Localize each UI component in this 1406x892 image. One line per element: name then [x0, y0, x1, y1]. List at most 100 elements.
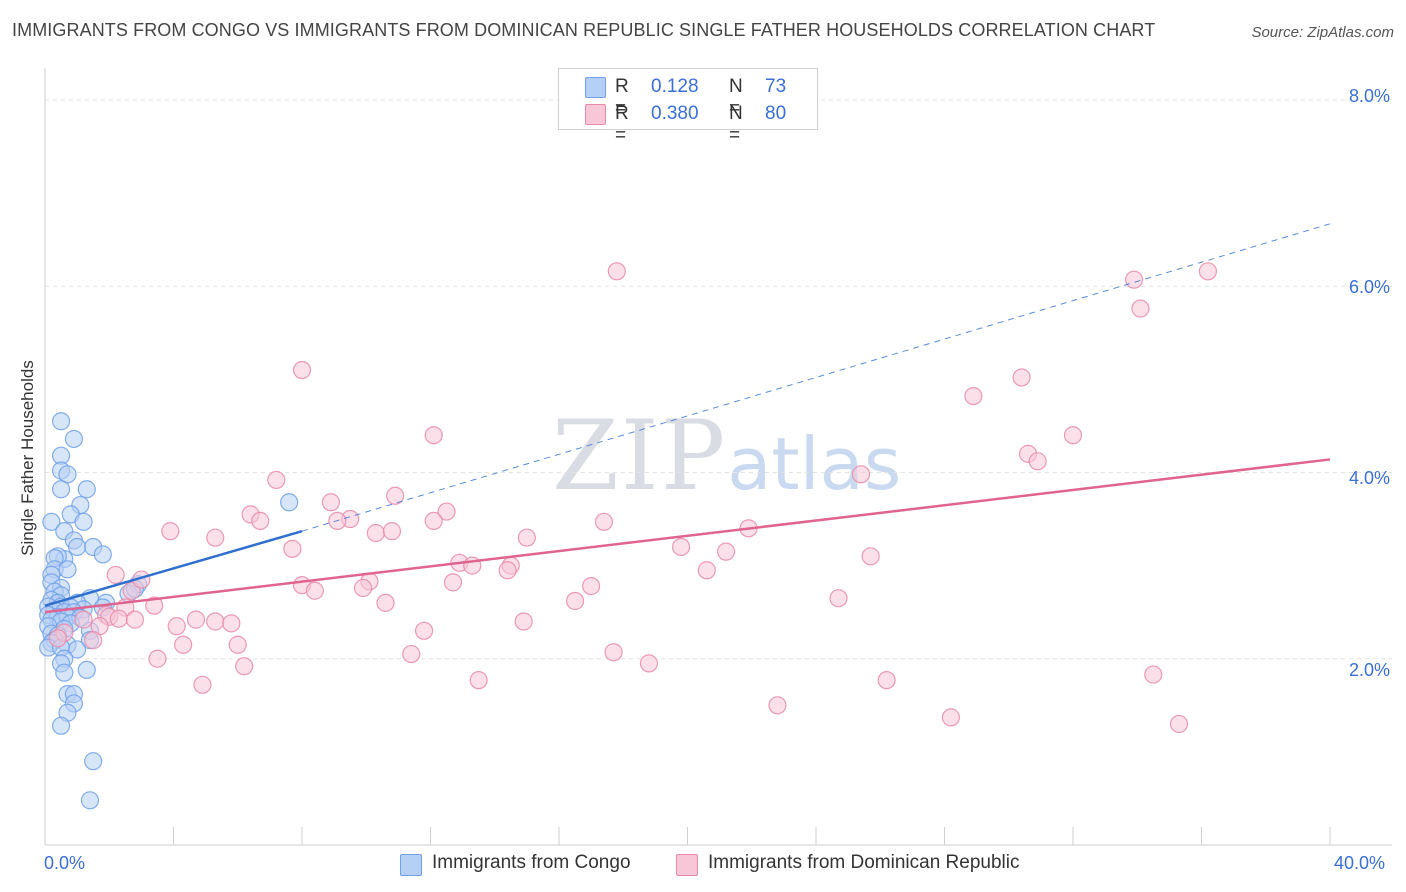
point-dominican [964, 387, 983, 406]
legend-swatch-dominican [585, 104, 606, 125]
point-dominican [424, 511, 443, 530]
point-dominican [283, 539, 302, 558]
point-dominican [1198, 262, 1218, 281]
point-dominican [414, 621, 434, 640]
point-dominican [443, 573, 463, 592]
legend-n-label: N = [729, 103, 743, 146]
point-dominican [1063, 426, 1083, 445]
x-tick-label-max: 40.0% [1334, 853, 1386, 873]
point-dominican [594, 512, 614, 531]
point-dominican [498, 561, 517, 580]
point-dominican [469, 671, 488, 690]
point-dominican [353, 578, 373, 598]
point-dominican [671, 537, 691, 557]
point-congo [80, 791, 100, 810]
point-dominican [174, 635, 193, 654]
trendline-congo [44, 529, 303, 607]
watermark: ZIPatlas [552, 400, 901, 512]
point-dominican [228, 635, 247, 654]
point-dominican [851, 465, 871, 484]
y-tick-label-2: 2.0% [1349, 660, 1391, 680]
point-dominican [382, 522, 402, 541]
legend-n-value-dominican: 80 [765, 103, 787, 124]
point-dominican [1028, 452, 1047, 471]
legend-n-label: N = [729, 76, 743, 119]
legend-r-label: R = [615, 76, 629, 119]
point-congo [68, 537, 87, 557]
point-congo [42, 512, 61, 531]
point-dominican [697, 561, 716, 580]
y-tick-label-6: 6.0% [1349, 277, 1391, 297]
point-dominican [565, 591, 585, 611]
point-dominican [235, 657, 254, 676]
point-dominican [1131, 299, 1150, 318]
watermark-atlas: atlas [727, 422, 902, 506]
legend-n-value-congo: 73 [765, 76, 787, 97]
source-credit: Source: ZipAtlas.com [1251, 24, 1394, 41]
point-dominican [206, 612, 225, 631]
point-dominican [321, 493, 341, 512]
point-dominican [206, 528, 225, 547]
point-dominican [148, 649, 167, 668]
legend-r-value-congo: 0.128 [651, 76, 699, 97]
point-dominican [48, 629, 67, 648]
point-congo [51, 480, 71, 499]
trendline-dominican [44, 458, 1331, 614]
point-dominican [74, 610, 93, 629]
legend-label-dominican: Immigrants from Dominican Republic [708, 852, 1020, 873]
point-congo [93, 545, 112, 564]
point-dominican [305, 581, 324, 600]
point-congo [68, 640, 87, 659]
point-dominican [716, 542, 736, 561]
point-dominican [167, 617, 186, 636]
point-dominican [607, 262, 626, 281]
point-congo [280, 493, 299, 512]
legend-swatch-dominican [676, 854, 698, 876]
legend-label-congo: Immigrants from Congo [432, 852, 631, 873]
point-congo [58, 560, 77, 579]
point-congo [77, 480, 96, 499]
point-dominican [251, 511, 270, 530]
correlation-legend: R = 0.128 N = 73 R = 0.380 N = 80 [558, 68, 818, 146]
y-tick-label-8: 8.0% [1349, 86, 1391, 106]
point-dominican [514, 612, 533, 631]
point-congo [84, 752, 103, 771]
point-dominican [437, 502, 456, 521]
point-dominican [267, 470, 286, 490]
point-dominican [292, 360, 312, 380]
point-congo [64, 429, 84, 449]
trendline-extension-congo [301, 223, 1331, 532]
point-congo [51, 412, 71, 431]
point-dominican [84, 631, 103, 650]
point-dominican [186, 610, 206, 629]
point-dominican [125, 610, 145, 629]
point-dominican [639, 654, 659, 673]
point-dominican [1169, 714, 1189, 734]
chart-title: IMMIGRANTS FROM CONGO VS IMMIGRANTS FROM… [12, 20, 1156, 40]
point-congo [51, 716, 71, 735]
point-dominican [582, 576, 601, 596]
x-tick-label-min: 0.0% [44, 853, 86, 873]
point-dominican [877, 671, 896, 690]
point-dominican [1124, 270, 1144, 289]
point-dominican [604, 643, 623, 662]
point-dominican [161, 522, 180, 541]
point-congo [55, 663, 74, 682]
point-dominican [941, 708, 961, 727]
point-dominican [222, 614, 241, 633]
point-dominican [366, 523, 385, 543]
point-dominican [861, 547, 880, 566]
point-dominican [106, 565, 125, 585]
legend-swatch-congo [400, 854, 422, 876]
legend-swatch-congo [585, 77, 606, 98]
watermark-zip: ZIP [552, 400, 728, 512]
point-dominican [1144, 665, 1163, 684]
y-tick-label-4: 4.0% [1349, 468, 1391, 488]
point-dominican [402, 644, 421, 664]
legend-r-label: R = [615, 103, 629, 146]
point-dominican [424, 426, 443, 445]
point-dominican [1012, 368, 1031, 387]
point-congo [77, 660, 96, 680]
point-dominican [829, 589, 848, 608]
